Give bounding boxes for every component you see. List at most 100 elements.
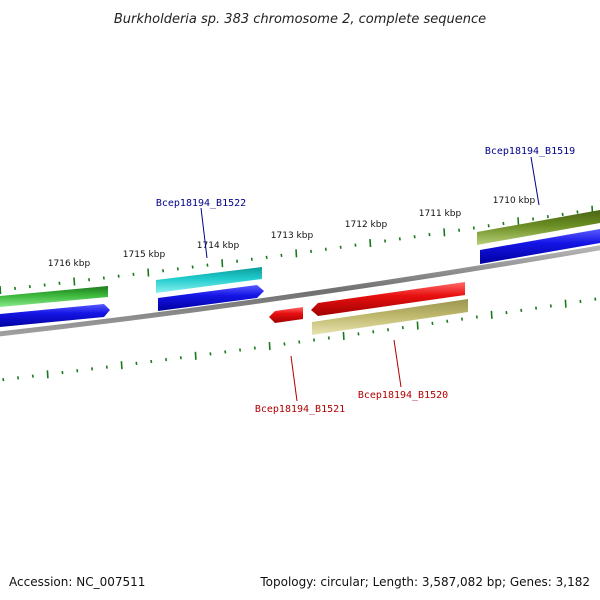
minor-tick xyxy=(520,308,523,313)
major-tick xyxy=(73,277,76,286)
minor-tick xyxy=(28,285,31,289)
accession-text: Accession: NC_007511 xyxy=(9,575,145,589)
minor-tick xyxy=(594,297,597,301)
gene-label-b1521[interactable]: Bcep18194_B1521 xyxy=(255,404,345,415)
minor-tick xyxy=(357,332,360,336)
minor-tick xyxy=(576,210,579,214)
minor-tick xyxy=(475,315,478,319)
minor-tick xyxy=(413,235,416,239)
minor-tick xyxy=(253,346,256,350)
minor-tick xyxy=(88,278,91,282)
minor-tick xyxy=(579,299,582,304)
tick-label: 1710 kbp xyxy=(493,196,536,206)
gene-feature-khaki[interactable] xyxy=(312,299,468,335)
minor-tick xyxy=(561,212,564,216)
minor-tick xyxy=(387,328,390,332)
major-tick xyxy=(443,228,446,237)
minor-tick xyxy=(117,274,120,278)
major-tick xyxy=(46,370,49,379)
minor-tick xyxy=(401,325,404,330)
minor-tick xyxy=(162,269,165,273)
tick-label: 1715 kbp xyxy=(123,250,166,260)
tick-track-inner xyxy=(2,297,597,382)
minor-tick xyxy=(224,350,227,354)
gene-label-b1522[interactable]: Bcep18194_B1522 xyxy=(156,198,246,209)
minor-tick xyxy=(165,357,168,362)
major-tick xyxy=(147,268,150,277)
leader-line-b1520 xyxy=(393,339,402,388)
minor-tick xyxy=(17,376,20,380)
minor-tick xyxy=(179,356,182,360)
minor-tick xyxy=(283,342,286,346)
minor-tick xyxy=(150,359,153,364)
major-tick xyxy=(342,331,345,340)
minor-tick xyxy=(461,317,464,321)
minor-tick xyxy=(446,319,449,323)
minor-tick xyxy=(14,286,17,290)
cds-feature-red-small[interactable] xyxy=(269,307,303,323)
minor-tick xyxy=(549,304,552,308)
cds-feature-blue-right[interactable] xyxy=(480,229,600,264)
map-title: Burkholderia sp. 383 chromosome 2, compl… xyxy=(114,12,486,27)
gene-labels: Bcep18194_B1519 Bcep18194_B1522 Bcep1819… xyxy=(156,146,575,415)
minor-tick xyxy=(91,367,94,371)
minor-tick xyxy=(250,257,253,261)
minor-tick xyxy=(206,263,209,267)
minor-tick xyxy=(372,330,375,334)
minor-tick xyxy=(384,239,387,243)
major-tick xyxy=(0,285,2,295)
gene-feature-cyan[interactable] xyxy=(156,267,262,293)
tick-label: 1713 kbp xyxy=(271,231,314,241)
minor-tick xyxy=(43,283,46,287)
minor-tick xyxy=(191,265,194,269)
chromosome-backbone xyxy=(0,245,600,337)
tick-labels: 1716 kbp 1715 kbp 1714 kbp 1713 kbp 1712… xyxy=(48,196,536,269)
tick-label: 1712 kbp xyxy=(345,220,388,230)
minor-tick xyxy=(76,369,79,373)
minor-tick xyxy=(102,276,105,280)
major-tick xyxy=(194,351,197,360)
minor-tick xyxy=(132,272,135,277)
minor-tick xyxy=(546,215,549,219)
gene-feature-olive[interactable] xyxy=(477,210,600,245)
cds-feature-red-large[interactable] xyxy=(311,282,465,316)
minor-tick xyxy=(327,336,330,340)
minor-tick xyxy=(265,255,268,259)
minor-tick xyxy=(298,340,301,344)
minor-tick xyxy=(313,338,316,342)
minor-tick xyxy=(236,259,239,263)
major-tick xyxy=(120,361,123,370)
minor-tick xyxy=(339,245,342,249)
minor-tick xyxy=(61,370,64,375)
minor-tick xyxy=(354,243,357,247)
minor-tick xyxy=(502,221,505,226)
major-tick xyxy=(517,217,520,226)
minor-tick xyxy=(487,224,490,228)
minor-tick xyxy=(398,237,401,241)
minor-tick xyxy=(239,348,242,352)
tick-label: 1716 kbp xyxy=(48,259,91,269)
gene-feature-green-left[interactable] xyxy=(0,286,108,307)
minor-tick xyxy=(505,310,508,315)
minor-tick xyxy=(280,253,283,257)
leader-line-b1522 xyxy=(200,207,208,259)
minor-tick xyxy=(105,365,108,369)
tick-label: 1711 kbp xyxy=(419,209,462,219)
minor-tick xyxy=(2,378,5,382)
minor-tick xyxy=(324,247,327,251)
gene-label-b1520[interactable]: Bcep18194_B1520 xyxy=(358,390,448,401)
major-tick xyxy=(221,259,224,268)
cds-feature-blue-left[interactable] xyxy=(0,304,110,327)
minor-tick xyxy=(532,217,535,221)
minor-tick xyxy=(458,228,461,232)
minor-tick xyxy=(176,267,179,271)
minor-tick xyxy=(535,306,538,310)
cds-feature-blue-middle[interactable] xyxy=(158,285,264,311)
major-tick xyxy=(295,249,298,258)
leader-line-b1521 xyxy=(290,355,298,402)
gene-label-b1519[interactable]: Bcep18194_B1519 xyxy=(485,146,575,157)
topology-summary-text: Topology: circular; Length: 3,587,082 bp… xyxy=(259,575,590,589)
minor-tick xyxy=(472,226,475,230)
leader-line-b1519 xyxy=(530,156,540,206)
